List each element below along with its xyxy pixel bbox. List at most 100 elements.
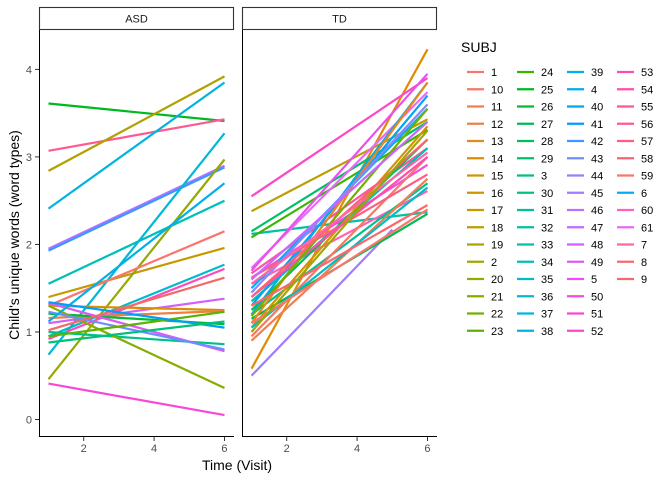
legend-label-48: 48: [591, 240, 603, 252]
legend-label-47: 47: [591, 222, 603, 234]
legend-label-7: 7: [641, 240, 647, 252]
series-line-subj-10: [250, 156, 429, 338]
legend-label-42: 42: [591, 136, 603, 148]
legend-label-25: 25: [541, 84, 553, 96]
series-line-subj-7: [250, 151, 429, 285]
legend-label-50: 50: [591, 291, 603, 303]
legend-label-24: 24: [541, 67, 553, 79]
legend: SUBJ 1 10 11 12 13 14 15 16 17 18 19 2 20 21 22 23 24 25 2…: [461, 39, 653, 338]
legend-label-10: 10: [491, 84, 503, 96]
legend-label-52: 52: [591, 326, 603, 338]
strip-label: TD: [332, 14, 347, 26]
panel-asd: ASD 2 4 6 0 1 2 3 4: [26, 6, 235, 455]
series-line-subj-51: [48, 382, 225, 417]
legend-label-49: 49: [591, 257, 603, 269]
legend-label-40: 40: [591, 102, 603, 114]
y-axis-title: Child's unique words (word types): [6, 130, 22, 340]
legend-label-36: 36: [541, 291, 553, 303]
series-line-subj-59: [48, 230, 225, 307]
series-line-subj-54: [250, 156, 429, 298]
series-line-subj-47: [250, 121, 429, 281]
series-line-subj-2: [250, 129, 429, 333]
legend-label-58: 58: [641, 153, 653, 165]
legend-label-41: 41: [591, 119, 603, 131]
series-line-subj-32: [251, 211, 428, 235]
series-line-subj-23: [48, 310, 225, 338]
legend-label-4: 4: [591, 84, 597, 96]
legend-label-54: 54: [641, 84, 653, 96]
series-line-subj-43: [48, 310, 225, 351]
series-line-subj-5: [250, 73, 429, 272]
series-line-subj-21: [48, 304, 225, 389]
legend-label-11: 11: [491, 102, 502, 114]
legend-label-60: 60: [641, 205, 653, 217]
legend-label-35: 35: [541, 274, 553, 286]
y-tick-label: 2: [26, 239, 32, 251]
series-line-subj-46: [48, 164, 225, 250]
legend-label-32: 32: [541, 222, 553, 234]
legend-label-46: 46: [591, 205, 603, 217]
legend-label-28: 28: [541, 136, 553, 148]
series-line-subj-22: [250, 108, 429, 317]
legend-label-17: 17: [491, 205, 503, 217]
legend-label-20: 20: [491, 274, 503, 286]
legend-title: SUBJ: [461, 39, 497, 55]
strip-td: [241, 6, 438, 31]
x-tick-label: 2: [284, 443, 290, 455]
legend-label-39: 39: [591, 67, 603, 79]
strip-asd: [38, 6, 235, 31]
legend-label-5: 5: [591, 274, 597, 286]
legend-label-12: 12: [491, 119, 503, 131]
legend-label-2: 2: [491, 257, 497, 269]
legend-label-43: 43: [591, 153, 603, 165]
x-tick-label: 4: [151, 443, 157, 455]
legend-label-53: 53: [641, 67, 653, 79]
series-line-subj-39: [47, 182, 226, 323]
series-line-subj-60: [250, 190, 429, 285]
legend-label-9: 9: [641, 274, 647, 286]
legend-label-14: 14: [491, 153, 503, 165]
series-line-subj-11: [250, 177, 429, 342]
legend-label-38: 38: [541, 326, 553, 338]
legend-label-45: 45: [591, 188, 603, 200]
x-axis-title: Time (Visit): [202, 457, 272, 473]
legend-label-13: 13: [491, 136, 503, 148]
legend-label-18: 18: [491, 222, 503, 234]
series-line-subj-30: [48, 330, 225, 346]
legend-label-23: 23: [491, 326, 503, 338]
y-tick-label: 0: [26, 414, 32, 426]
legend-label-6: 6: [641, 188, 647, 200]
legend-label-16: 16: [491, 188, 503, 200]
panel-td: TD 2 4 6: [241, 6, 438, 455]
legend-label-1: 1: [491, 67, 497, 79]
series-line-subj-19: [47, 75, 226, 172]
series-line-subj-38: [47, 81, 226, 210]
series-line-subj-52: [250, 77, 429, 198]
y-tick-label: 3: [26, 152, 32, 164]
legend-label-3: 3: [541, 171, 547, 183]
x-tick-label: 2: [81, 443, 87, 455]
series-line-subj-8: [250, 204, 429, 307]
legend-label-61: 61: [641, 222, 653, 234]
legend-label-51: 51: [591, 309, 603, 321]
legend-label-31: 31: [541, 205, 553, 217]
series-line-subj-3: [48, 320, 225, 344]
series-line-subj-45: [250, 228, 394, 377]
series-line-subj-17: [48, 246, 225, 299]
series-line-subj-25: [48, 102, 225, 123]
y-tick-label: 4: [26, 64, 32, 76]
series-line-subj-9: [48, 276, 225, 332]
x-tick-label: 6: [221, 443, 227, 455]
series-line-subj-1: [250, 208, 429, 325]
legend-label-56: 56: [641, 119, 653, 131]
series-line-subj-14: [250, 48, 429, 370]
legend-label-57: 57: [641, 136, 653, 148]
x-tick-label: 6: [424, 443, 430, 455]
legend-label-44: 44: [591, 171, 603, 183]
legend-label-30: 30: [541, 188, 553, 200]
legend-label-29: 29: [541, 153, 553, 165]
legend-label-21: 21: [491, 291, 503, 303]
series-line-subj-41: [48, 301, 225, 329]
y-tick-label: 1: [26, 327, 32, 339]
